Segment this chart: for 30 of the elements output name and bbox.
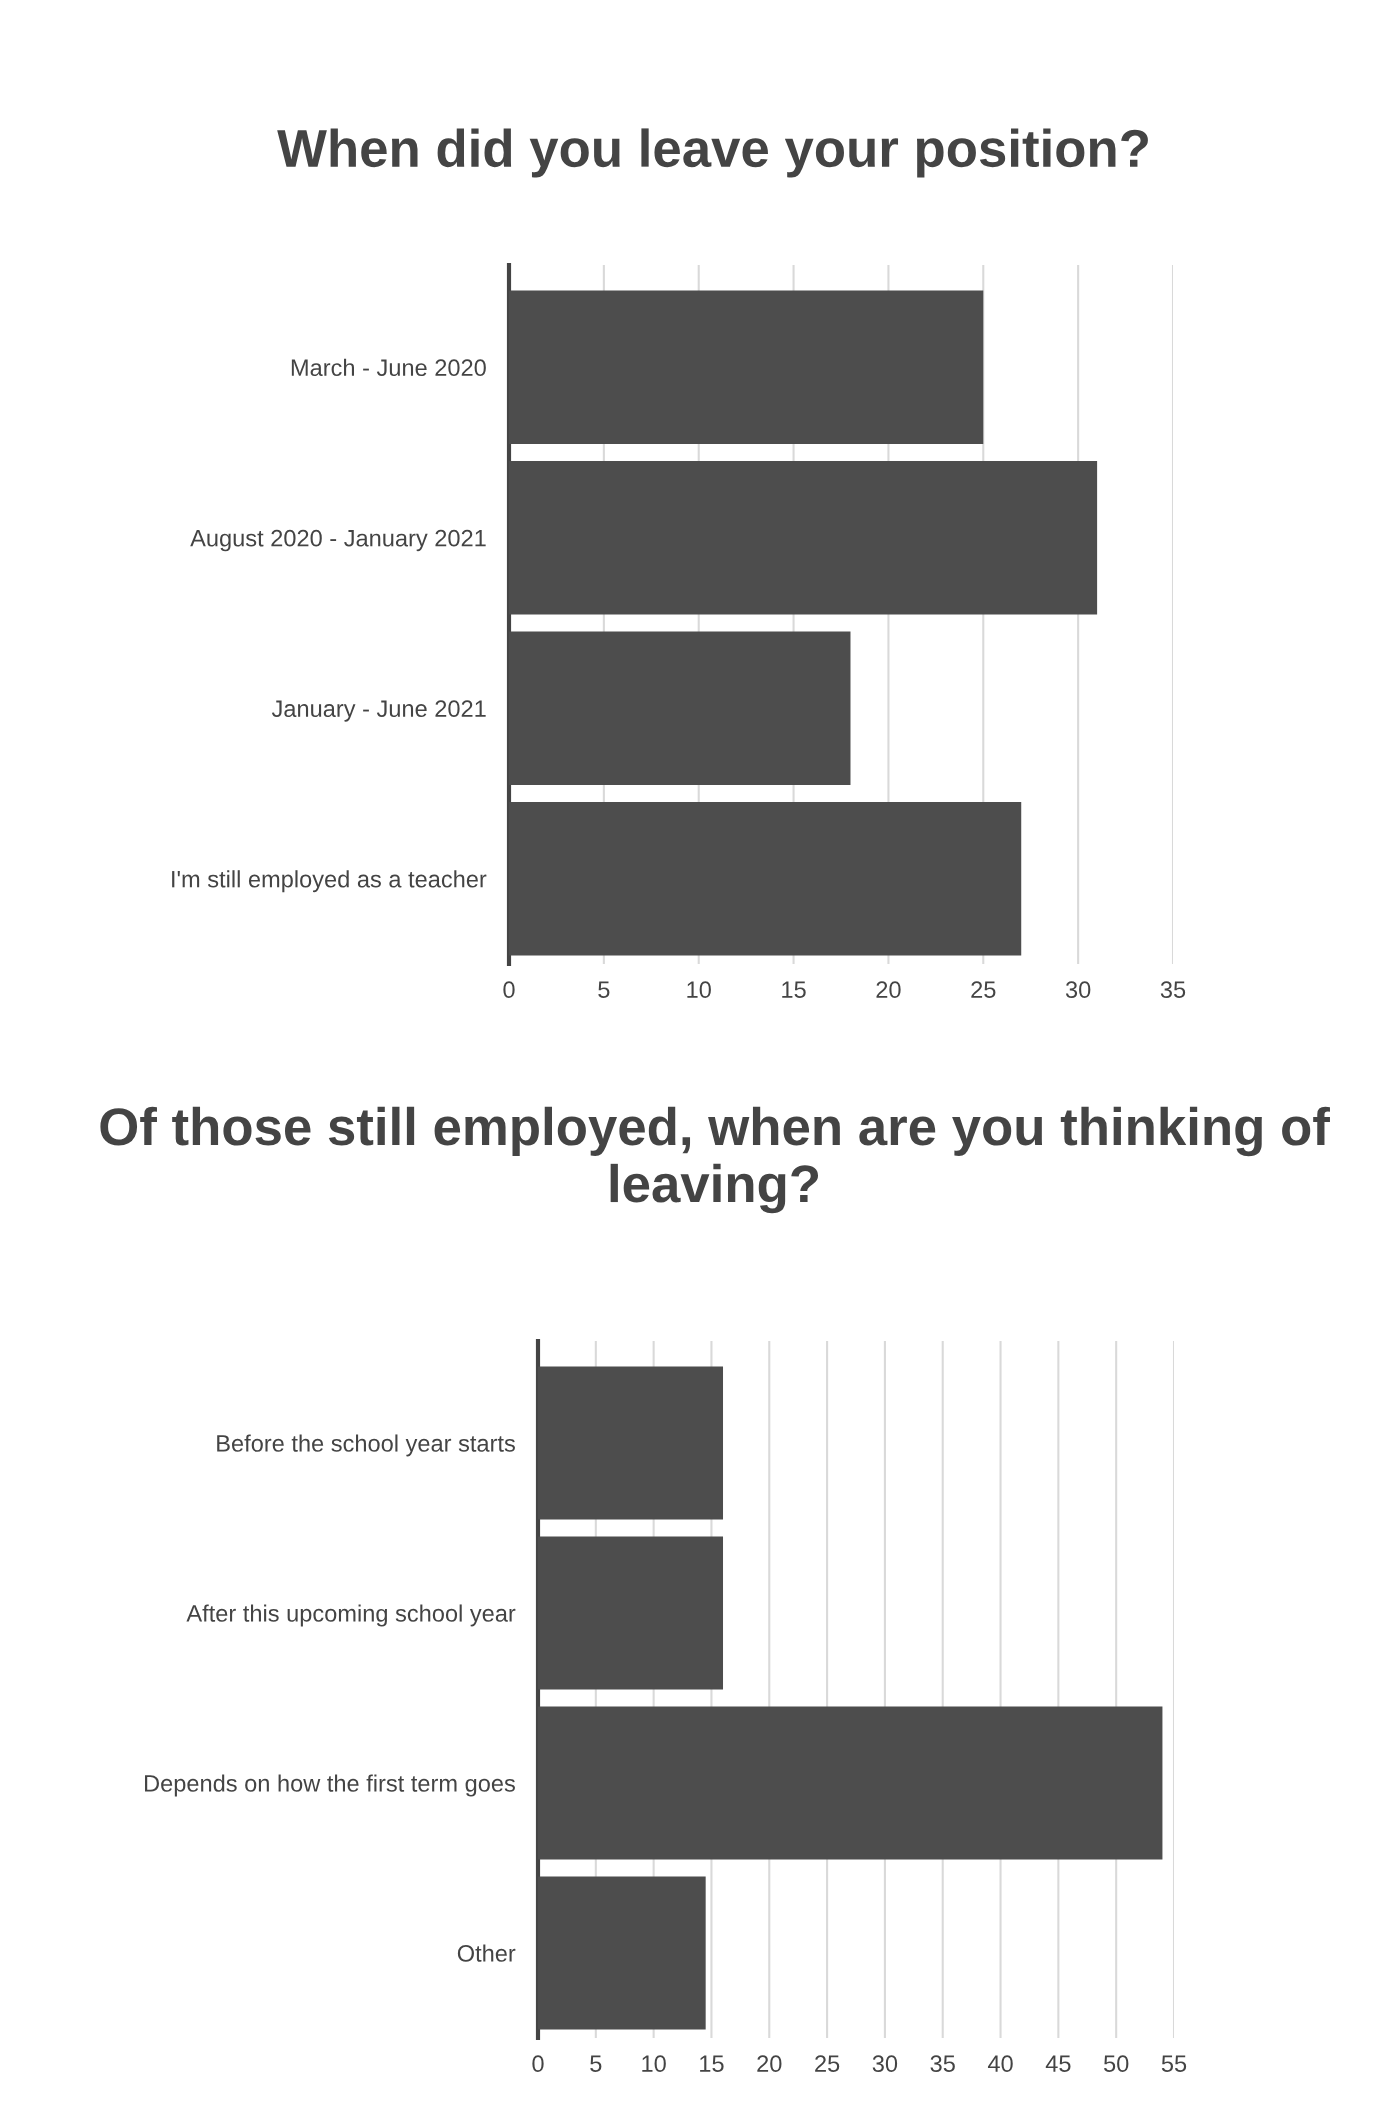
y-tick-label: Depends on how the first term goes bbox=[145, 1774, 515, 1797]
x-tick-label: 10 bbox=[687, 981, 711, 999]
x-tick-label: 0 bbox=[503, 981, 515, 999]
x-tick-label: 0 bbox=[532, 2055, 544, 2073]
y-tick-label: Before the school year starts bbox=[217, 1434, 515, 1457]
y-tick-label: I'm still employed as a teacher bbox=[172, 870, 487, 893]
x-tick-label: 15 bbox=[782, 981, 806, 999]
chart-title: When did you leave your position? bbox=[277, 128, 1148, 178]
x-tick-label: 30 bbox=[1065, 981, 1091, 999]
y-tick-label: August 2020 - January 2021 bbox=[190, 529, 486, 552]
x-tick-label: 40 bbox=[987, 2055, 1013, 2073]
x-tick-label: 20 bbox=[876, 981, 901, 999]
y-tick-label: Other bbox=[457, 1944, 516, 1962]
x-tick-label: 5 bbox=[590, 2055, 602, 2073]
x-tick-label: 35 bbox=[1160, 981, 1186, 999]
x-tick-label: 50 bbox=[1104, 2055, 1129, 2073]
x-tick-label: 20 bbox=[757, 2055, 782, 2073]
x-tick-label: 25 bbox=[815, 2055, 840, 2073]
y-tick-label: March - June 2020 bbox=[291, 358, 486, 377]
y-tick-label: January - June 2021 bbox=[271, 700, 486, 722]
y-tick-label: After this upcoming school year bbox=[186, 1604, 516, 1627]
x-tick-label: 55 bbox=[1161, 2055, 1187, 2073]
x-tick-label: 5 bbox=[598, 981, 610, 999]
x-tick-label: 45 bbox=[1045, 2055, 1071, 2073]
x-tick-label: 30 bbox=[872, 2055, 898, 2073]
x-tick-label: 15 bbox=[700, 2055, 724, 2073]
chart-title: Of those still employed, when are you thinking of leaving? bbox=[100, 1106, 1330, 1214]
x-tick-label: 25 bbox=[971, 981, 996, 999]
x-tick-label: 35 bbox=[930, 2055, 955, 2073]
x-tick-label: 10 bbox=[642, 2055, 666, 2073]
